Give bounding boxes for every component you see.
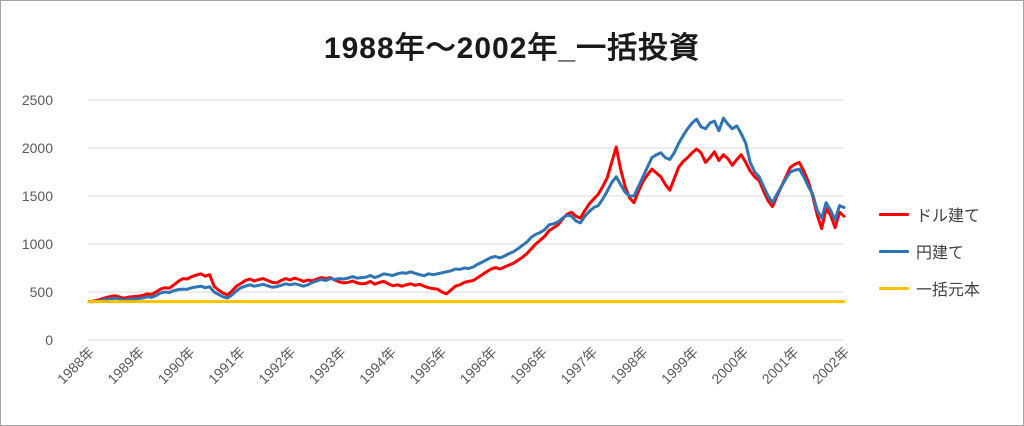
- legend: ドル建て円建て一括元本: [879, 203, 980, 299]
- y-axis-tick-label: 2000: [22, 140, 53, 156]
- x-axis-tick-label: 2001年: [759, 344, 802, 387]
- legend-swatch: [879, 249, 909, 253]
- legend-item: ドル建て: [879, 203, 980, 225]
- y-axis-tick-label: 1000: [22, 236, 53, 252]
- x-axis-tick-label: 1999年: [658, 344, 701, 387]
- legend-swatch: [879, 286, 909, 290]
- x-axis-tick-label: 1988年: [54, 344, 97, 387]
- legend-item: 一括元本: [879, 277, 980, 299]
- series-line-ドル建て: [87, 145, 846, 304]
- legend-label: ドル建て: [916, 208, 981, 225]
- y-axis-tick-label: 0: [45, 332, 53, 348]
- series-line-円建て: [87, 116, 846, 304]
- y-axis-tick-label: 2500: [22, 92, 53, 108]
- legend-label: 円建て: [916, 245, 965, 262]
- x-axis-tick-label: 1992年: [255, 344, 298, 387]
- x-axis-tick-label: 1995年: [406, 344, 449, 387]
- x-axis-tick-label: 1996年: [507, 344, 550, 387]
- x-axis-tick-label: 1994年: [356, 344, 399, 387]
- x-axis-tick-label: 1990年: [155, 344, 198, 387]
- x-axis-tick-label: 2002年: [809, 344, 852, 387]
- x-axis-tick-label: 1989年: [104, 344, 147, 387]
- x-axis-tick-label: 1991年: [205, 344, 248, 387]
- x-axis-tick-label: 1996年: [457, 344, 500, 387]
- legend-item: 円建て: [879, 240, 980, 262]
- x-axis-tick-label: 2000年: [708, 344, 751, 387]
- legend-swatch: [879, 212, 909, 216]
- x-axis-tick-label: 1993年: [306, 344, 349, 387]
- y-axis-tick-label: 500: [30, 284, 54, 300]
- x-axis-tick-label: 1998年: [608, 344, 651, 387]
- y-axis-tick-label: 1500: [22, 188, 53, 204]
- chart-title: 1988年～2002年_一括投資: [323, 32, 701, 65]
- legend-label: 一括元本: [916, 282, 981, 299]
- x-axis-tick-label: 1997年: [557, 344, 600, 387]
